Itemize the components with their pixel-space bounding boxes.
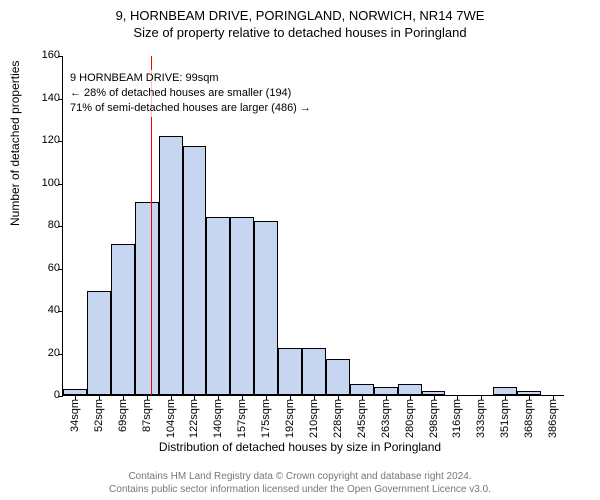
y-axis-label: Number of detached properties <box>8 61 22 226</box>
chart-subtitle: Size of property relative to detached ho… <box>0 23 600 40</box>
y-tick-label: 160 <box>42 49 60 61</box>
histogram-bar <box>159 136 183 395</box>
y-tick-label: 80 <box>48 219 60 231</box>
histogram-bar <box>87 291 111 395</box>
x-tick-label: 280sqm <box>404 399 416 438</box>
annotation-box: 9 HORNBEAM DRIVE: 99sqm ← 28% of detache… <box>67 70 314 117</box>
footer-attribution: Contains HM Land Registry data © Crown c… <box>0 470 600 496</box>
y-tick-label: 0 <box>54 389 60 401</box>
histogram-bar <box>350 384 374 395</box>
x-tick-label: 87sqm <box>141 399 153 432</box>
x-tick-label: 140sqm <box>212 399 224 438</box>
x-tick-label: 210sqm <box>308 399 320 438</box>
x-axis-label: Distribution of detached houses by size … <box>0 440 600 454</box>
plot-area: 34sqm52sqm69sqm87sqm104sqm122sqm140sqm15… <box>62 56 564 396</box>
histogram-bar <box>254 221 278 395</box>
x-tick-label: 351sqm <box>499 399 511 438</box>
x-tick-label: 228sqm <box>332 399 344 438</box>
histogram-bar <box>398 384 422 395</box>
y-tick-label: 60 <box>48 262 60 274</box>
x-tick-label: 122sqm <box>188 399 200 438</box>
x-tick-label: 263sqm <box>380 399 392 438</box>
histogram-bar <box>135 202 159 395</box>
footer-line: Contains HM Land Registry data © Crown c… <box>0 470 600 483</box>
y-tick-label: 40 <box>48 304 60 316</box>
x-tick-label: 386sqm <box>547 399 559 438</box>
x-tick-label: 333sqm <box>475 399 487 438</box>
chart-area: 34sqm52sqm69sqm87sqm104sqm122sqm140sqm15… <box>62 56 564 396</box>
histogram-bar <box>374 387 398 396</box>
y-tick-label: 120 <box>42 134 60 146</box>
histogram-bar <box>302 348 326 395</box>
page-title: 9, HORNBEAM DRIVE, PORINGLAND, NORWICH, … <box>0 0 600 23</box>
x-tick-label: 192sqm <box>284 399 296 438</box>
y-tick-label: 140 <box>42 92 60 104</box>
y-tick-label: 100 <box>42 177 60 189</box>
histogram-bar <box>493 387 517 396</box>
x-tick-label: 34sqm <box>69 399 81 432</box>
y-tick-label: 20 <box>48 347 60 359</box>
x-tick-label: 157sqm <box>236 399 248 438</box>
chart-container: 9, HORNBEAM DRIVE, PORINGLAND, NORWICH, … <box>0 0 600 500</box>
histogram-bar <box>230 217 254 396</box>
x-tick-label: 368sqm <box>523 399 535 438</box>
annotation-line: 71% of semi-detached houses are larger (… <box>70 101 311 116</box>
x-tick-label: 316sqm <box>451 399 463 438</box>
annotation-line: ← 28% of detached houses are smaller (19… <box>70 86 311 101</box>
annotation-line: 9 HORNBEAM DRIVE: 99sqm <box>70 71 311 86</box>
x-tick-label: 104sqm <box>165 399 177 438</box>
histogram-bar <box>183 146 207 395</box>
x-tick-label: 175sqm <box>260 399 272 438</box>
histogram-bar <box>206 217 230 396</box>
histogram-bar <box>326 359 350 395</box>
x-tick-label: 69sqm <box>117 399 129 432</box>
x-tick-label: 245sqm <box>356 399 368 438</box>
x-tick-label: 298sqm <box>428 399 440 438</box>
histogram-bar <box>111 244 135 395</box>
histogram-bar <box>278 348 302 395</box>
footer-line: Contains public sector information licen… <box>0 483 600 496</box>
x-tick-label: 52sqm <box>93 399 105 432</box>
